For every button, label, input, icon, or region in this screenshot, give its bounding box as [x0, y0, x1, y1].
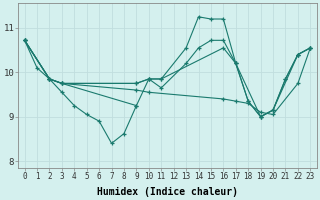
X-axis label: Humidex (Indice chaleur): Humidex (Indice chaleur) — [97, 186, 238, 197]
